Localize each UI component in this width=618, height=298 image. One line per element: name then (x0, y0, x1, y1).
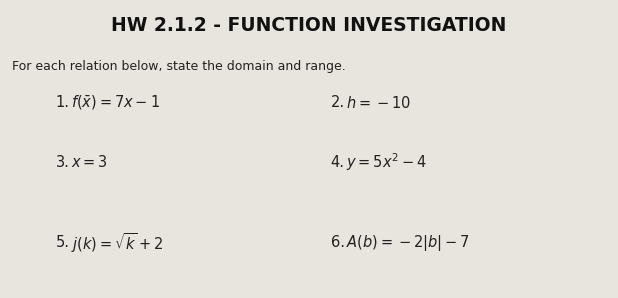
Text: 6.: 6. (331, 235, 345, 250)
Text: 2.: 2. (331, 95, 345, 110)
Text: 3.: 3. (56, 155, 69, 170)
Text: 1.: 1. (56, 95, 70, 110)
Text: For each relation below, state the domain and range.: For each relation below, state the domai… (12, 60, 346, 73)
Text: 4.: 4. (331, 155, 345, 170)
Text: HW 2.1.2 - FUNCTION INVESTIGATION: HW 2.1.2 - FUNCTION INVESTIGATION (111, 16, 507, 35)
Text: $x = 3$: $x = 3$ (71, 154, 108, 170)
Text: 5.: 5. (56, 235, 70, 250)
Text: $y = 5x^2 - 4$: $y = 5x^2 - 4$ (346, 152, 427, 173)
Text: $j(k) = \sqrt{k} + 2$: $j(k) = \sqrt{k} + 2$ (71, 231, 163, 255)
Text: $f(\bar{x}) = 7x - 1$: $f(\bar{x}) = 7x - 1$ (71, 94, 160, 112)
Text: $h = -10$: $h = -10$ (346, 95, 411, 111)
Text: $A(b) = -2|b| - 7$: $A(b) = -2|b| - 7$ (346, 233, 470, 253)
